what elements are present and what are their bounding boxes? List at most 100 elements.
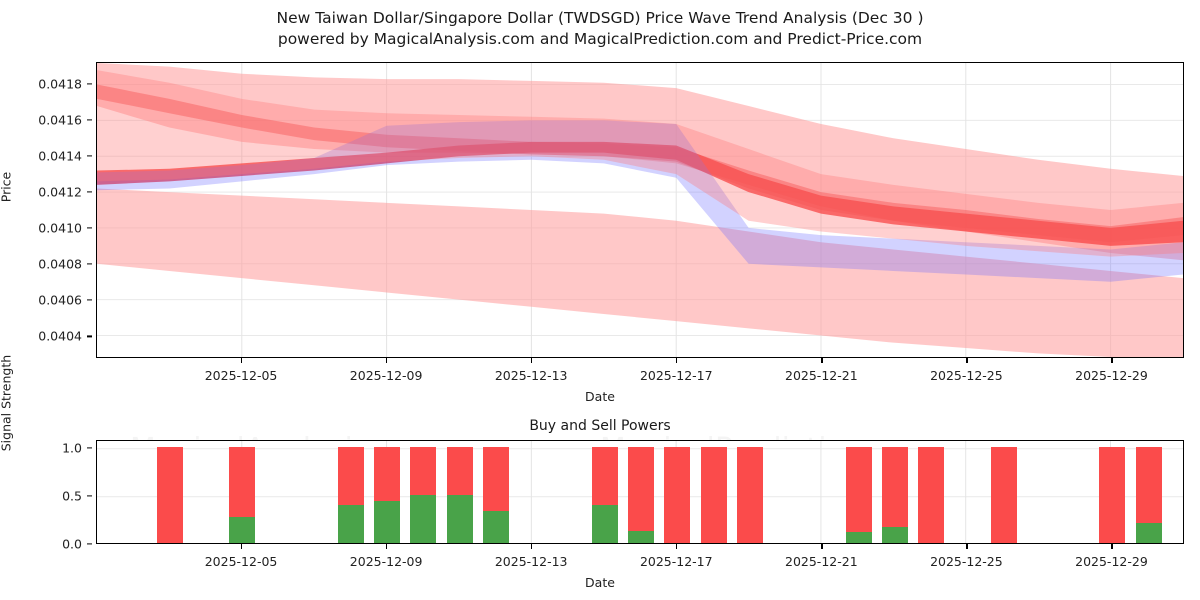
- lower-y-tick-label: 0.0: [62, 536, 82, 552]
- upper-y-axis-ticks: 0.0404 0.0406 0.0408 0.0410 0.0412 0.0414 0.04…: [0, 62, 92, 358]
- upper-x-tick-mark: [821, 358, 823, 363]
- upper-x-axis-ticks: 2025-12-05 2025-12-09 2025-12-13 2025-12-17…: [96, 358, 1184, 388]
- wave-band-inner-pink-fill: [97, 70, 1183, 257]
- upper-y-tick-mark: [87, 191, 92, 193]
- lower-x-tick-mark: [386, 544, 388, 549]
- upper-x-tick-label: 2025-12-25: [930, 368, 1003, 383]
- buy-power-segment: [374, 500, 401, 543]
- upper-y-tick-label: 0.0418: [38, 76, 82, 92]
- lower-x-tick-label: 2025-12-09: [349, 554, 423, 569]
- title-line-2: powered by MagicalAnalysis.com and Magic…: [277, 30, 923, 48]
- sell-power-segment: [1099, 446, 1126, 543]
- upper-x-tick-label: 2025-12-13: [494, 368, 568, 383]
- upper-x-tick-mark: [1111, 358, 1113, 363]
- page-title: New Taiwan Dollar/Singapore Dollar (TWDS…: [0, 8, 1200, 50]
- signal-bar: [845, 446, 872, 543]
- lower-plot-frame: [96, 440, 1184, 544]
- wave-band-secondary-red-band: [97, 84, 1183, 243]
- lower-chart-title: Buy and Sell Powers: [529, 418, 671, 434]
- signal-bar: [156, 446, 183, 543]
- signal-bar: [482, 446, 509, 543]
- buy-power-segment: [446, 494, 473, 543]
- upper-y-tick-mark: [87, 227, 92, 229]
- price-wave-bands: [97, 63, 1183, 357]
- sell-power-segment: [990, 446, 1017, 543]
- upper-y-tick-mark: [87, 119, 92, 121]
- upper-y-tick-label: 0.0416: [38, 112, 82, 128]
- upper-x-tick-mark: [966, 358, 968, 363]
- lower-x-tick-label: 2025-12-17: [639, 554, 713, 569]
- signal-bar: [591, 446, 618, 543]
- signal-bar: [990, 446, 1017, 543]
- upper-y-tick-label: 0.0414: [38, 148, 82, 164]
- wave-band-outer-lower-envelope: [97, 188, 1183, 357]
- title-line-1: New Taiwan Dollar/Singapore Dollar (TWDS…: [276, 9, 924, 27]
- upper-x-tick-mark: [676, 358, 678, 363]
- lower-x-tick-mark: [241, 544, 243, 549]
- upper-x-tick-label: 2025-12-09: [349, 368, 423, 383]
- buy-power-segment: [337, 505, 364, 543]
- lower-y-tick-mark: [87, 495, 92, 497]
- signal-bar: [337, 446, 364, 543]
- signal-bar: [374, 446, 401, 543]
- upper-y-tick-label: 0.0408: [38, 256, 82, 272]
- upper-x-tick-mark: [531, 358, 533, 363]
- lower-x-tick-mark: [676, 544, 678, 549]
- sell-power-segment: [628, 446, 654, 543]
- lower-y-axis-label: Signal Strength: [0, 354, 14, 452]
- sell-power-segment: [845, 446, 872, 543]
- buy-power-segment: [881, 526, 908, 543]
- upper-y-tick-mark: [87, 155, 92, 157]
- signal-bar: [664, 446, 691, 543]
- sell-power-segment: [156, 446, 183, 543]
- buy-power-segment: [628, 531, 654, 543]
- lower-x-tick-mark: [966, 544, 968, 549]
- wave-band-mid-red-band: [97, 141, 1183, 246]
- lower-y-tick-mark: [87, 543, 92, 545]
- lower-x-tick-label: 2025-12-25: [930, 554, 1003, 569]
- price-wave-chart: [96, 62, 1184, 358]
- lower-x-tick-label: 2025-12-05: [204, 554, 278, 569]
- lower-y-tick-mark: [87, 447, 92, 449]
- lower-x-tick-mark: [531, 544, 533, 549]
- lower-y-axis-ticks: 0.0 0.5 1.0: [0, 440, 92, 552]
- signal-bar: [918, 446, 945, 543]
- upper-y-tick-label: 0.0404: [38, 328, 82, 344]
- signal-bar: [628, 446, 654, 543]
- upper-y-tick-mark: [87, 299, 92, 301]
- lower-x-tick-mark: [821, 544, 823, 549]
- signal-bar: [736, 446, 763, 543]
- upper-y-tick-label: 0.0410: [38, 220, 82, 236]
- sell-power-segment: [664, 446, 691, 543]
- sell-power-segment: [918, 446, 945, 543]
- upper-x-tick-label: 2025-12-29: [1075, 368, 1148, 383]
- upper-x-axis-label: Date: [585, 389, 615, 404]
- signal-bar: [446, 446, 473, 543]
- lower-y-tick-label: 0.5: [62, 488, 82, 504]
- buy-power-segment: [410, 494, 437, 543]
- upper-x-tick-mark: [386, 358, 388, 363]
- upper-x-tick-label: 2025-12-17: [639, 368, 713, 383]
- upper-y-tick-mark: [87, 263, 92, 265]
- signal-bar: [881, 446, 908, 543]
- bars-layer: [97, 441, 1183, 543]
- lower-x-tick-label: 2025-12-13: [494, 554, 568, 569]
- upper-x-tick-label: 2025-12-05: [204, 368, 278, 383]
- upper-x-tick-label: 2025-12-21: [785, 368, 858, 383]
- signal-bar: [1099, 446, 1126, 543]
- signal-bar: [1135, 446, 1162, 543]
- buy-power-segment: [1135, 522, 1162, 543]
- lower-x-tick-label: 2025-12-29: [1075, 554, 1148, 569]
- sell-power-segment: [700, 446, 727, 543]
- wave-band-blue-wave-band: [97, 120, 1183, 282]
- buy-power-segment: [229, 517, 256, 543]
- upper-y-tick-mark: [87, 83, 92, 85]
- signal-bar: [229, 446, 256, 543]
- lower-x-axis-ticks: 2025-12-05 2025-12-09 2025-12-13 2025-12-17…: [96, 544, 1184, 574]
- upper-y-tick-label: 0.0412: [38, 184, 82, 200]
- lower-x-tick-label: 2025-12-21: [785, 554, 858, 569]
- signal-bar: [410, 446, 437, 543]
- upper-y-tick-mark: [87, 335, 92, 337]
- lower-x-axis-label: Date: [585, 575, 615, 590]
